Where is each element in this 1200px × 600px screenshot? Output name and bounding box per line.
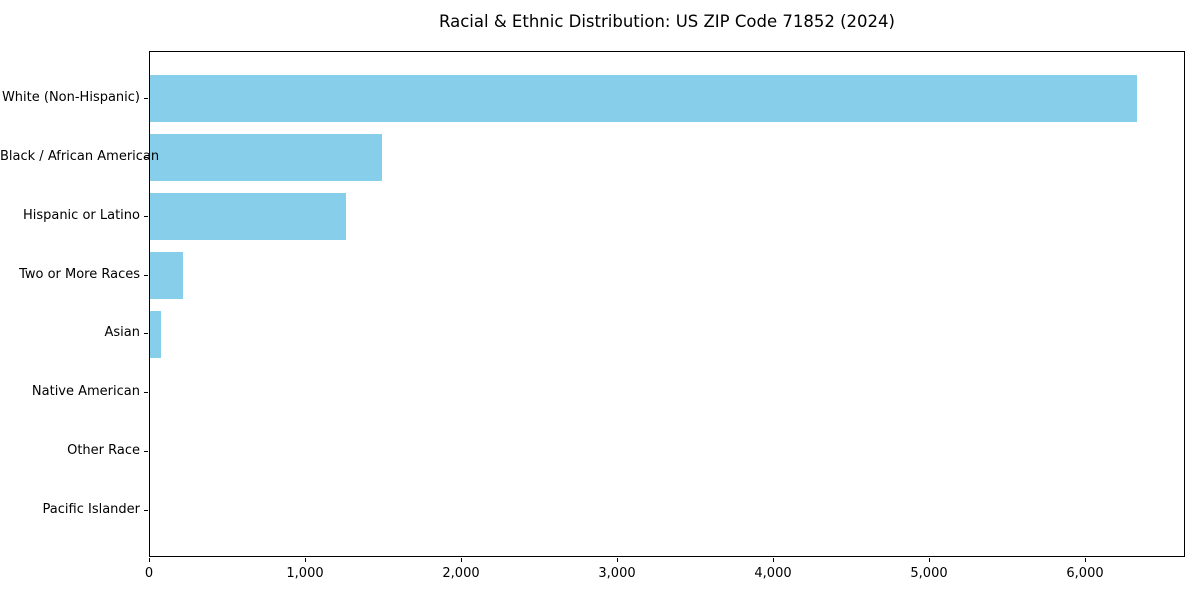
x-tick-mark xyxy=(929,558,930,562)
x-tick-label: 4,000 xyxy=(754,566,792,581)
bar-black-african-american xyxy=(150,134,382,181)
x-tick-label: 6,000 xyxy=(1066,566,1104,581)
y-tick-label: Pacific Islander xyxy=(42,502,140,517)
x-tick-mark xyxy=(1085,558,1086,562)
y-tick-label: White (Non-Hispanic) xyxy=(1,90,140,105)
x-tick-mark xyxy=(461,558,462,562)
x-tick-mark xyxy=(305,558,306,562)
x-tick-label: 1,000 xyxy=(286,566,324,581)
y-tick-label: Native American xyxy=(31,384,140,399)
bar-two-or-more-races xyxy=(150,252,183,299)
y-tick-label: Two or More Races xyxy=(19,267,140,282)
x-tick-mark xyxy=(617,558,618,562)
bar-hispanic-or-latino xyxy=(150,193,346,240)
bar-asian xyxy=(150,311,161,358)
x-tick-label: 2,000 xyxy=(442,566,480,581)
y-tick-mark xyxy=(144,333,148,334)
y-tick-mark xyxy=(144,216,148,217)
y-tick-mark xyxy=(144,275,148,276)
y-tick-mark xyxy=(144,157,148,158)
x-tick-mark xyxy=(149,558,150,562)
plot-area xyxy=(149,51,1185,557)
x-tick-mark xyxy=(773,558,774,562)
y-tick-label: Black / African American xyxy=(0,149,160,164)
y-tick-mark xyxy=(144,98,148,99)
y-tick-mark xyxy=(144,451,148,452)
x-tick-label: 3,000 xyxy=(598,566,636,581)
y-tick-mark xyxy=(144,392,148,393)
y-tick-label: Hispanic or Latino xyxy=(22,208,140,223)
y-tick-mark xyxy=(144,510,148,511)
chart-title: Racial & Ethnic Distribution: US ZIP Cod… xyxy=(439,12,895,31)
y-tick-label: Asian xyxy=(104,325,140,340)
y-tick-label: Other Race xyxy=(67,443,140,458)
x-tick-label: 5,000 xyxy=(910,566,948,581)
x-tick-label: 0 xyxy=(144,566,154,581)
bar-white-non-hispanic xyxy=(150,75,1137,122)
